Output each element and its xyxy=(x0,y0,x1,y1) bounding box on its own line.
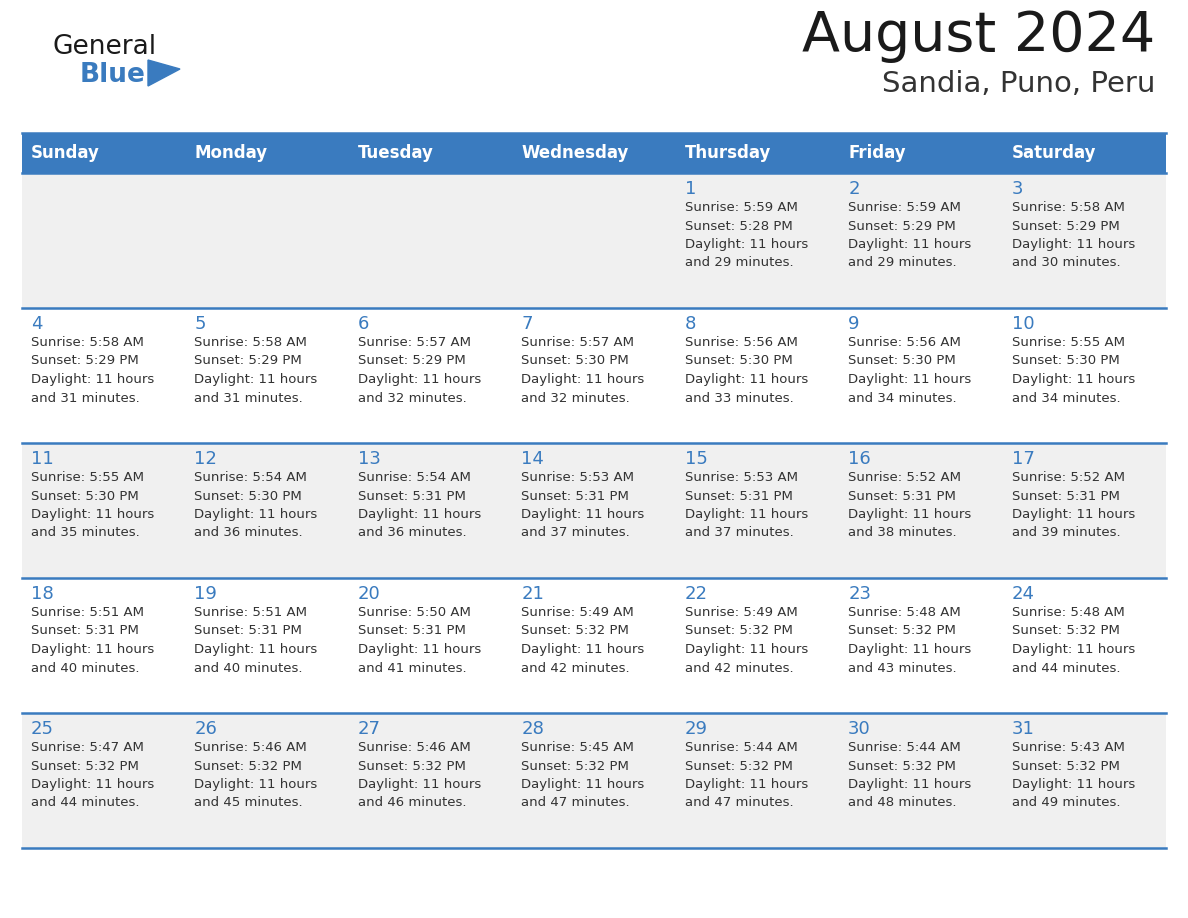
Text: 17: 17 xyxy=(1011,450,1035,468)
Text: 31: 31 xyxy=(1011,720,1035,738)
Text: Sunrise: 5:52 AM
Sunset: 5:31 PM
Daylight: 11 hours
and 39 minutes.: Sunrise: 5:52 AM Sunset: 5:31 PM Dayligh… xyxy=(1011,471,1135,540)
Text: 4: 4 xyxy=(31,315,43,333)
Text: Wednesday: Wednesday xyxy=(522,144,628,162)
Text: Blue: Blue xyxy=(80,62,146,88)
Bar xyxy=(23,133,1165,173)
Text: Sunrise: 5:49 AM
Sunset: 5:32 PM
Daylight: 11 hours
and 42 minutes.: Sunrise: 5:49 AM Sunset: 5:32 PM Dayligh… xyxy=(522,606,645,675)
Text: 1: 1 xyxy=(684,180,696,198)
Text: 24: 24 xyxy=(1011,585,1035,603)
Text: 19: 19 xyxy=(195,585,217,603)
Bar xyxy=(23,173,1165,308)
Text: 13: 13 xyxy=(358,450,380,468)
Text: Sunrise: 5:44 AM
Sunset: 5:32 PM
Daylight: 11 hours
and 47 minutes.: Sunrise: 5:44 AM Sunset: 5:32 PM Dayligh… xyxy=(684,741,808,810)
Text: 7: 7 xyxy=(522,315,532,333)
Bar xyxy=(23,308,1165,443)
Text: Sunrise: 5:49 AM
Sunset: 5:32 PM
Daylight: 11 hours
and 42 minutes.: Sunrise: 5:49 AM Sunset: 5:32 PM Dayligh… xyxy=(684,606,808,675)
Text: Tuesday: Tuesday xyxy=(358,144,434,162)
Text: August 2024: August 2024 xyxy=(802,9,1155,63)
Text: Sandia, Puno, Peru: Sandia, Puno, Peru xyxy=(881,70,1155,98)
Text: Sunrise: 5:53 AM
Sunset: 5:31 PM
Daylight: 11 hours
and 37 minutes.: Sunrise: 5:53 AM Sunset: 5:31 PM Dayligh… xyxy=(684,471,808,540)
Text: Sunday: Sunday xyxy=(31,144,100,162)
Text: Sunrise: 5:48 AM
Sunset: 5:32 PM
Daylight: 11 hours
and 44 minutes.: Sunrise: 5:48 AM Sunset: 5:32 PM Dayligh… xyxy=(1011,606,1135,675)
Text: Sunrise: 5:45 AM
Sunset: 5:32 PM
Daylight: 11 hours
and 47 minutes.: Sunrise: 5:45 AM Sunset: 5:32 PM Dayligh… xyxy=(522,741,645,810)
Text: Sunrise: 5:58 AM
Sunset: 5:29 PM
Daylight: 11 hours
and 31 minutes.: Sunrise: 5:58 AM Sunset: 5:29 PM Dayligh… xyxy=(195,336,317,405)
Text: Sunrise: 5:54 AM
Sunset: 5:31 PM
Daylight: 11 hours
and 36 minutes.: Sunrise: 5:54 AM Sunset: 5:31 PM Dayligh… xyxy=(358,471,481,540)
Text: 25: 25 xyxy=(31,720,53,738)
Text: 26: 26 xyxy=(195,720,217,738)
Text: 30: 30 xyxy=(848,720,871,738)
Text: General: General xyxy=(52,34,156,60)
Text: Monday: Monday xyxy=(195,144,267,162)
Text: 27: 27 xyxy=(358,720,381,738)
Text: Sunrise: 5:43 AM
Sunset: 5:32 PM
Daylight: 11 hours
and 49 minutes.: Sunrise: 5:43 AM Sunset: 5:32 PM Dayligh… xyxy=(1011,741,1135,810)
Text: Sunrise: 5:59 AM
Sunset: 5:29 PM
Daylight: 11 hours
and 29 minutes.: Sunrise: 5:59 AM Sunset: 5:29 PM Dayligh… xyxy=(848,201,972,270)
Text: Saturday: Saturday xyxy=(1011,144,1097,162)
Text: 16: 16 xyxy=(848,450,871,468)
Text: Friday: Friday xyxy=(848,144,905,162)
Text: 15: 15 xyxy=(684,450,708,468)
Text: Sunrise: 5:56 AM
Sunset: 5:30 PM
Daylight: 11 hours
and 33 minutes.: Sunrise: 5:56 AM Sunset: 5:30 PM Dayligh… xyxy=(684,336,808,405)
Text: 5: 5 xyxy=(195,315,206,333)
Text: Sunrise: 5:53 AM
Sunset: 5:31 PM
Daylight: 11 hours
and 37 minutes.: Sunrise: 5:53 AM Sunset: 5:31 PM Dayligh… xyxy=(522,471,645,540)
Text: 28: 28 xyxy=(522,720,544,738)
Text: Sunrise: 5:46 AM
Sunset: 5:32 PM
Daylight: 11 hours
and 46 minutes.: Sunrise: 5:46 AM Sunset: 5:32 PM Dayligh… xyxy=(358,741,481,810)
Text: Sunrise: 5:44 AM
Sunset: 5:32 PM
Daylight: 11 hours
and 48 minutes.: Sunrise: 5:44 AM Sunset: 5:32 PM Dayligh… xyxy=(848,741,972,810)
Text: 22: 22 xyxy=(684,585,708,603)
Text: Sunrise: 5:57 AM
Sunset: 5:29 PM
Daylight: 11 hours
and 32 minutes.: Sunrise: 5:57 AM Sunset: 5:29 PM Dayligh… xyxy=(358,336,481,405)
Polygon shape xyxy=(148,60,181,86)
Text: Sunrise: 5:55 AM
Sunset: 5:30 PM
Daylight: 11 hours
and 34 minutes.: Sunrise: 5:55 AM Sunset: 5:30 PM Dayligh… xyxy=(1011,336,1135,405)
Text: Sunrise: 5:51 AM
Sunset: 5:31 PM
Daylight: 11 hours
and 40 minutes.: Sunrise: 5:51 AM Sunset: 5:31 PM Dayligh… xyxy=(31,606,154,675)
Text: Sunrise: 5:52 AM
Sunset: 5:31 PM
Daylight: 11 hours
and 38 minutes.: Sunrise: 5:52 AM Sunset: 5:31 PM Dayligh… xyxy=(848,471,972,540)
Text: Sunrise: 5:58 AM
Sunset: 5:29 PM
Daylight: 11 hours
and 30 minutes.: Sunrise: 5:58 AM Sunset: 5:29 PM Dayligh… xyxy=(1011,201,1135,270)
Text: 20: 20 xyxy=(358,585,380,603)
Text: 23: 23 xyxy=(848,585,871,603)
Text: Sunrise: 5:57 AM
Sunset: 5:30 PM
Daylight: 11 hours
and 32 minutes.: Sunrise: 5:57 AM Sunset: 5:30 PM Dayligh… xyxy=(522,336,645,405)
Text: Sunrise: 5:46 AM
Sunset: 5:32 PM
Daylight: 11 hours
and 45 minutes.: Sunrise: 5:46 AM Sunset: 5:32 PM Dayligh… xyxy=(195,741,317,810)
Text: 18: 18 xyxy=(31,585,53,603)
Text: 9: 9 xyxy=(848,315,860,333)
Bar xyxy=(23,443,1165,578)
Text: Sunrise: 5:59 AM
Sunset: 5:28 PM
Daylight: 11 hours
and 29 minutes.: Sunrise: 5:59 AM Sunset: 5:28 PM Dayligh… xyxy=(684,201,808,270)
Text: Sunrise: 5:47 AM
Sunset: 5:32 PM
Daylight: 11 hours
and 44 minutes.: Sunrise: 5:47 AM Sunset: 5:32 PM Dayligh… xyxy=(31,741,154,810)
Text: Sunrise: 5:48 AM
Sunset: 5:32 PM
Daylight: 11 hours
and 43 minutes.: Sunrise: 5:48 AM Sunset: 5:32 PM Dayligh… xyxy=(848,606,972,675)
Text: 10: 10 xyxy=(1011,315,1035,333)
Text: Sunrise: 5:51 AM
Sunset: 5:31 PM
Daylight: 11 hours
and 40 minutes.: Sunrise: 5:51 AM Sunset: 5:31 PM Dayligh… xyxy=(195,606,317,675)
Text: Sunrise: 5:50 AM
Sunset: 5:31 PM
Daylight: 11 hours
and 41 minutes.: Sunrise: 5:50 AM Sunset: 5:31 PM Dayligh… xyxy=(358,606,481,675)
Text: 2: 2 xyxy=(848,180,860,198)
Text: Sunrise: 5:55 AM
Sunset: 5:30 PM
Daylight: 11 hours
and 35 minutes.: Sunrise: 5:55 AM Sunset: 5:30 PM Dayligh… xyxy=(31,471,154,540)
Bar xyxy=(23,578,1165,713)
Text: 14: 14 xyxy=(522,450,544,468)
Text: 21: 21 xyxy=(522,585,544,603)
Text: Sunrise: 5:54 AM
Sunset: 5:30 PM
Daylight: 11 hours
and 36 minutes.: Sunrise: 5:54 AM Sunset: 5:30 PM Dayligh… xyxy=(195,471,317,540)
Text: 6: 6 xyxy=(358,315,369,333)
Text: Thursday: Thursday xyxy=(684,144,771,162)
Bar xyxy=(23,713,1165,848)
Text: Sunrise: 5:58 AM
Sunset: 5:29 PM
Daylight: 11 hours
and 31 minutes.: Sunrise: 5:58 AM Sunset: 5:29 PM Dayligh… xyxy=(31,336,154,405)
Text: 3: 3 xyxy=(1011,180,1023,198)
Text: 29: 29 xyxy=(684,720,708,738)
Text: 11: 11 xyxy=(31,450,53,468)
Text: 8: 8 xyxy=(684,315,696,333)
Text: Sunrise: 5:56 AM
Sunset: 5:30 PM
Daylight: 11 hours
and 34 minutes.: Sunrise: 5:56 AM Sunset: 5:30 PM Dayligh… xyxy=(848,336,972,405)
Text: 12: 12 xyxy=(195,450,217,468)
